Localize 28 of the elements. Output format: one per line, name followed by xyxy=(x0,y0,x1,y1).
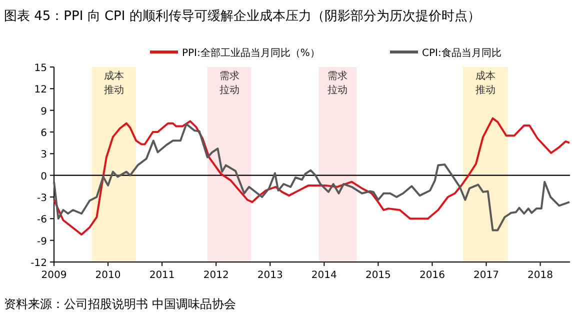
x-tick-label: 2013 xyxy=(257,270,283,281)
band-label: 需求拉动 xyxy=(328,70,348,96)
legend-label: PPI:全部工业品当月同比（%） xyxy=(182,47,320,59)
x-tick-label: 2018 xyxy=(528,270,554,281)
legend-label: CPI:食品当月同比 xyxy=(422,47,502,59)
y-tick-label: -9 xyxy=(37,236,47,248)
y-tick-label: 9 xyxy=(40,106,47,118)
y-tick-label: 3 xyxy=(40,150,47,161)
x-tick-label: 2014 xyxy=(311,270,337,281)
y-tick-label: 15 xyxy=(34,63,47,74)
chart-title: 图表 45：PPI 向 CPI 的顺利传导可缓解企业成本压力（阴影部分为历次提价时点） xyxy=(4,9,480,24)
y-tick-label: 12 xyxy=(34,84,47,96)
y-tick-label: -6 xyxy=(37,214,47,226)
y-tick-label: -3 xyxy=(37,193,47,204)
band-label: 需求拉动 xyxy=(219,70,240,96)
x-tick-label: 2016 xyxy=(419,270,445,281)
x-tick-label: 2015 xyxy=(365,270,391,281)
x-tick-label: 2009 xyxy=(41,270,67,281)
x-tick-label: 2017 xyxy=(474,270,499,281)
x-tick-label: 2011 xyxy=(149,270,175,281)
band-label: 成本推动 xyxy=(104,70,124,96)
y-tick-label: 0 xyxy=(40,171,47,182)
y-tick-label: -12 xyxy=(30,258,47,269)
band-label: 成本推动 xyxy=(475,70,496,96)
y-tick-label: 6 xyxy=(40,128,47,139)
text: 资料来源：公司招股说明书 中国调味品协会 xyxy=(4,297,236,311)
x-tick-label: 2012 xyxy=(203,270,229,281)
x-tick-label: 2010 xyxy=(95,270,121,281)
